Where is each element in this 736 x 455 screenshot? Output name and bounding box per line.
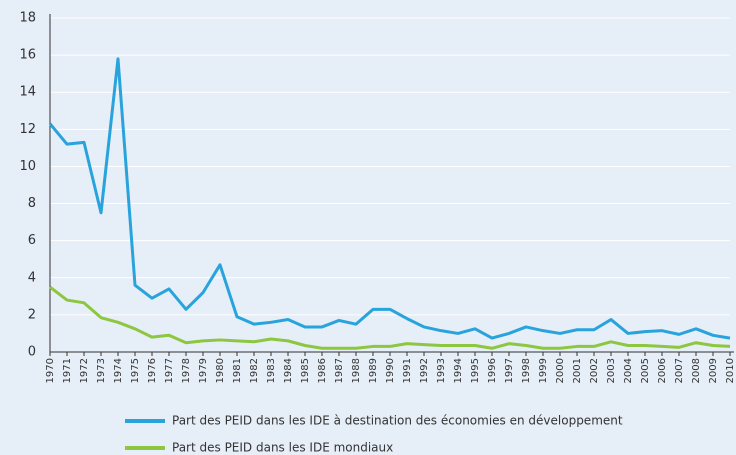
x-tick-label: 1992 <box>419 358 430 383</box>
x-tick-label: 1985 <box>300 358 311 383</box>
y-tick-label: 12 <box>19 122 36 137</box>
x-tick-label: 1989 <box>368 358 379 383</box>
y-tick-label: 10 <box>19 159 36 174</box>
x-tick-label: 1976 <box>147 358 158 383</box>
x-tick-label: 2009 <box>708 358 719 383</box>
x-tick-label: 1997 <box>504 358 515 383</box>
x-tick-label: 1974 <box>113 358 124 383</box>
x-tick-label: 1994 <box>453 358 464 383</box>
x-tick-label: 1982 <box>249 358 260 383</box>
x-tick-label: 2008 <box>691 358 702 383</box>
y-tick-label: 6 <box>28 233 36 248</box>
x-tick-label: 1999 <box>538 358 549 383</box>
x-tick-label: 1990 <box>385 358 396 383</box>
y-tick-label: 16 <box>19 48 36 63</box>
x-tick-label: 2005 <box>640 358 651 383</box>
x-tick-label: 1988 <box>351 358 362 383</box>
x-tick-label: 2004 <box>623 358 634 383</box>
x-tick-label: 1996 <box>487 358 498 383</box>
y-tick-label: 0 <box>28 345 36 360</box>
x-tick-label: 1998 <box>521 358 532 383</box>
legend-label: Part des PEID dans les IDE mondiaux <box>172 441 393 455</box>
x-tick-label: 1972 <box>79 358 90 383</box>
x-tick-label: 1973 <box>96 358 107 383</box>
y-tick-label: 4 <box>28 270 36 285</box>
y-tick-label: 2 <box>28 307 36 322</box>
x-tick-label: 1991 <box>402 358 413 383</box>
x-tick-label: 1979 <box>198 358 209 383</box>
x-tick-label: 1977 <box>164 358 175 383</box>
x-tick-label: 2002 <box>589 358 600 383</box>
x-tick-label: 1986 <box>317 358 328 383</box>
x-tick-label: 2001 <box>572 358 583 383</box>
x-tick-label: 2010 <box>725 358 736 383</box>
x-tick-label: 1987 <box>334 358 345 383</box>
x-tick-label: 2000 <box>555 358 566 383</box>
y-tick-label: 18 <box>19 11 36 26</box>
x-tick-label: 2006 <box>657 358 668 383</box>
y-tick-label: 14 <box>19 85 36 100</box>
series-line <box>49 285 731 350</box>
x-tick-label: 1983 <box>266 358 277 383</box>
x-tick-label: 1995 <box>470 358 481 383</box>
x-tick-label: 1993 <box>436 358 447 383</box>
x-tick-label: 1978 <box>181 358 192 383</box>
x-tick-label: 1971 <box>62 358 73 383</box>
legend-label: Part des PEID dans les IDE à destination… <box>172 414 623 428</box>
x-tick-label: 1981 <box>232 358 243 383</box>
x-tick-label: 1984 <box>283 358 294 383</box>
series-line <box>48 57 731 340</box>
y-tick-label: 8 <box>28 196 36 211</box>
x-tick-label: 2007 <box>674 358 685 383</box>
x-tick-label: 1975 <box>130 358 141 383</box>
x-tick-label: 1970 <box>45 358 56 383</box>
x-tick-label: 1980 <box>215 358 226 383</box>
x-tick-label: 2003 <box>606 358 617 383</box>
